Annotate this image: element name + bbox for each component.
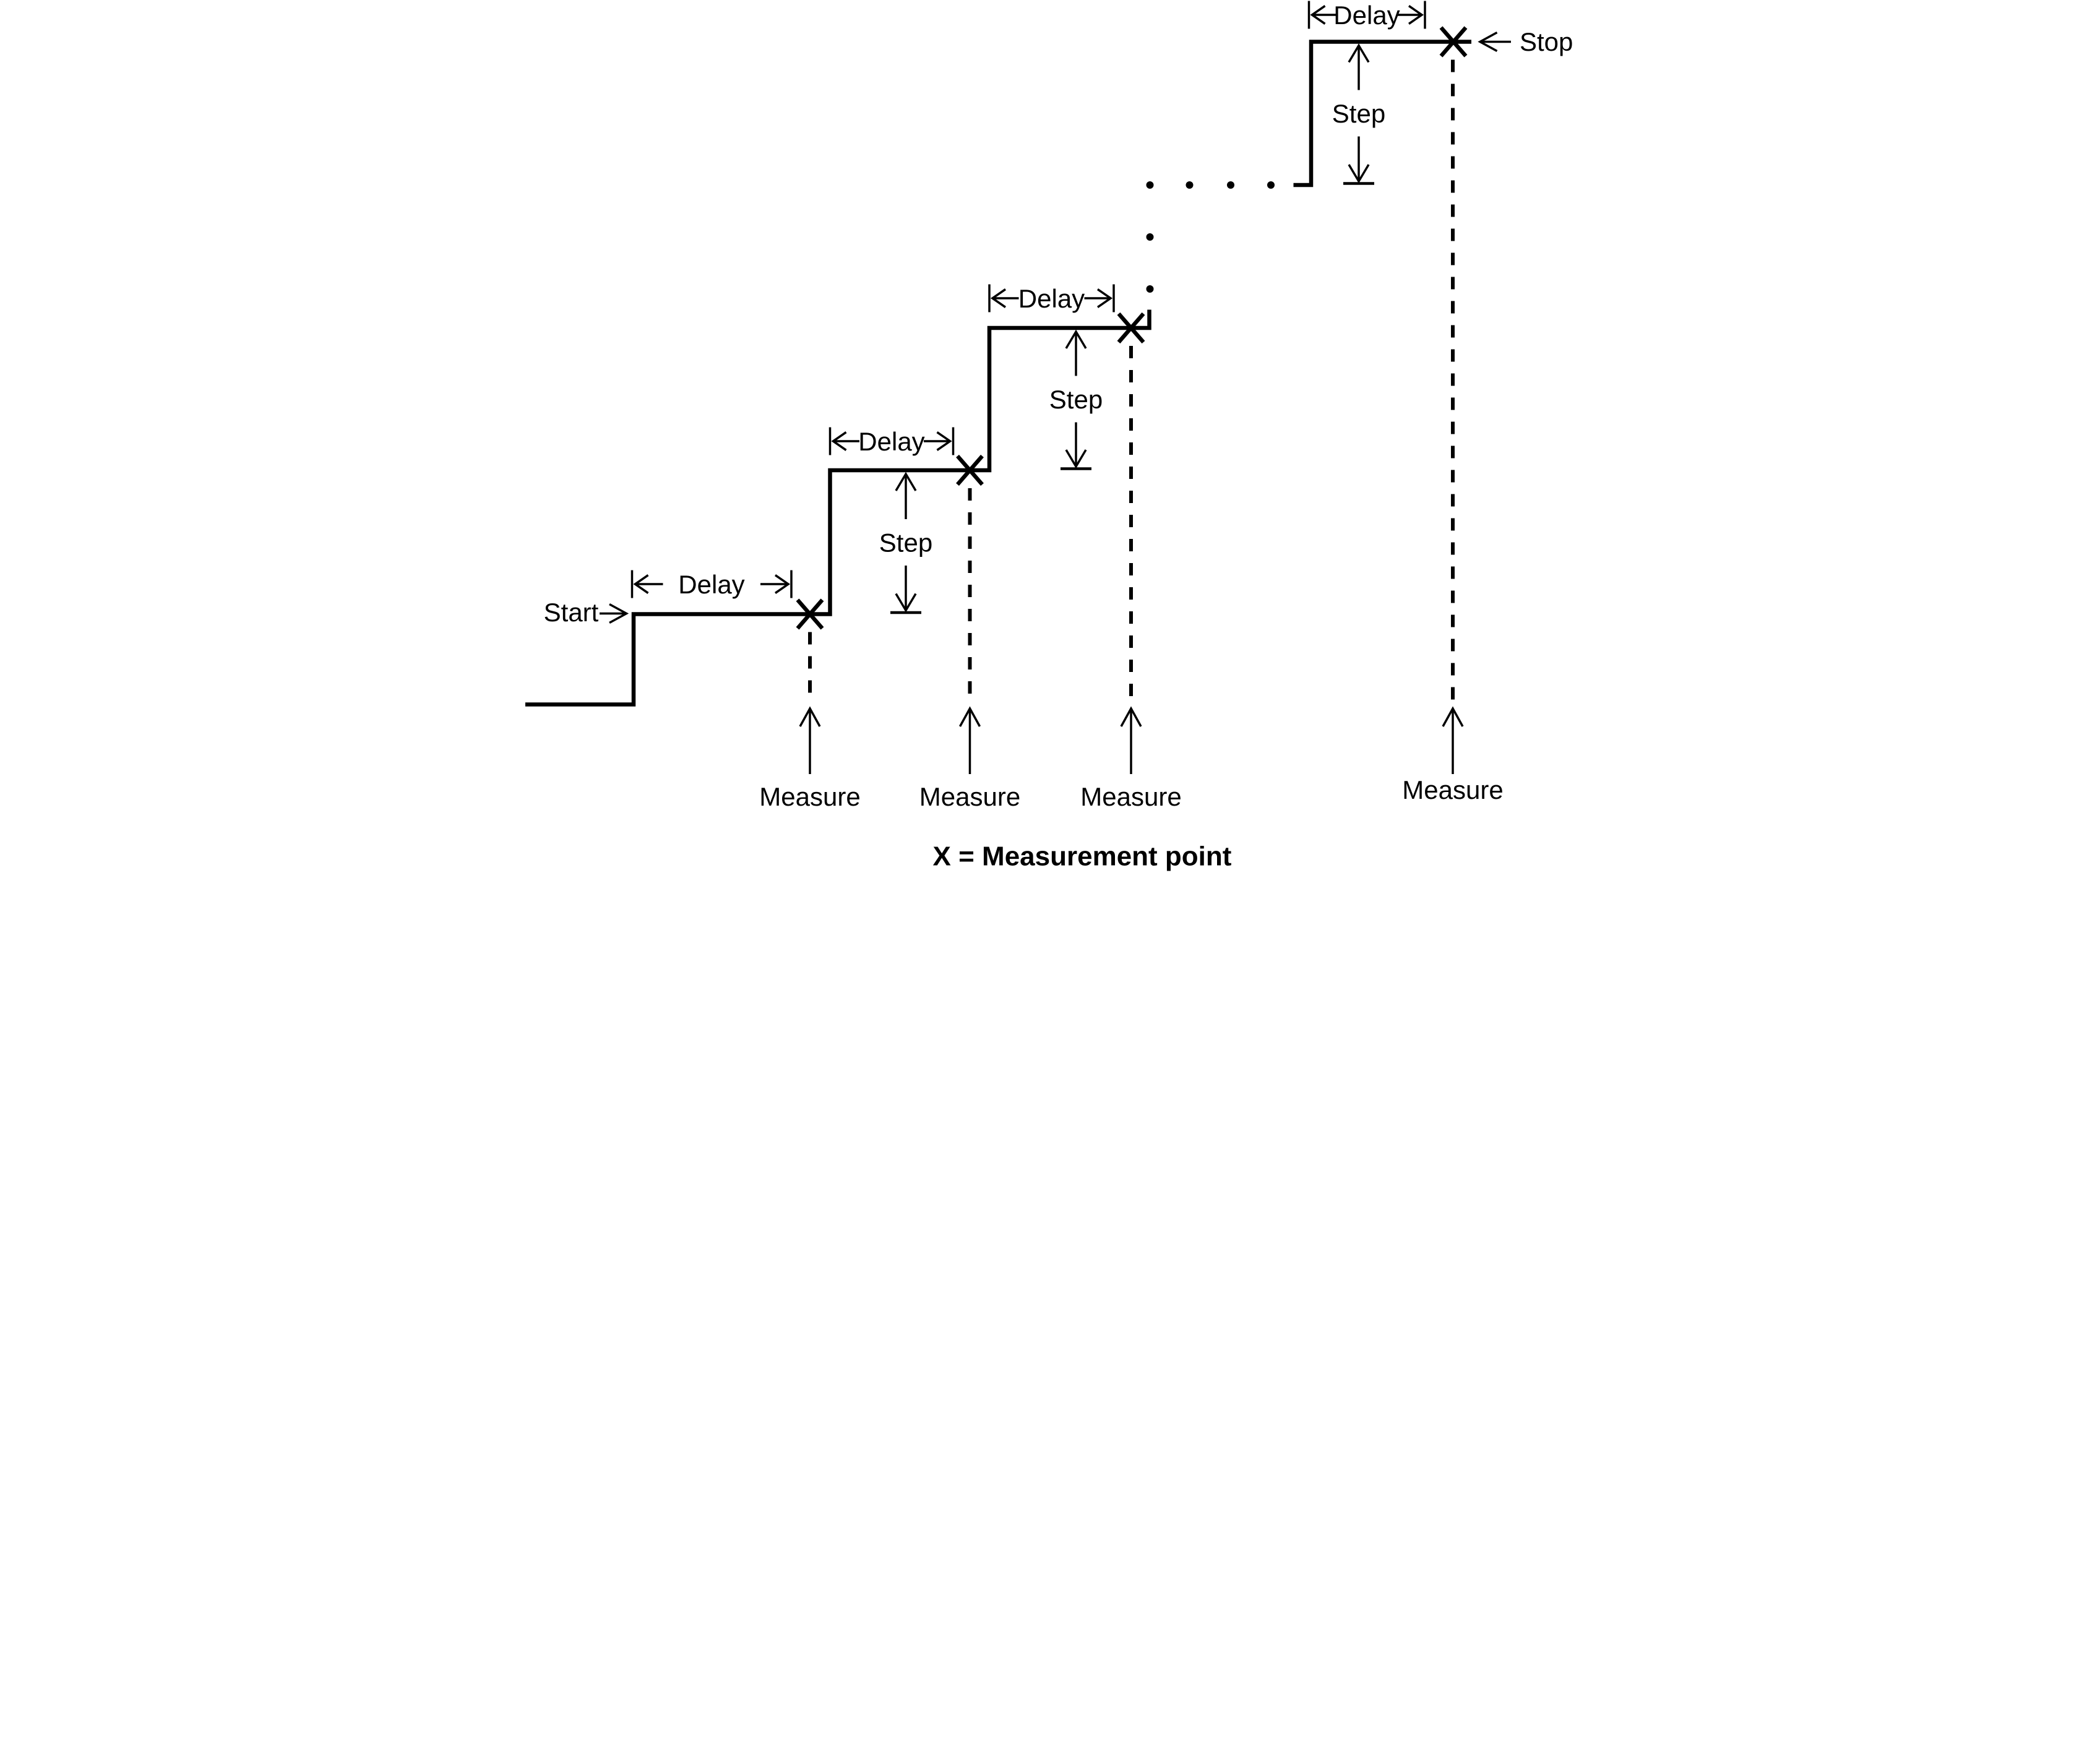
measurement-x-marker: [955, 454, 984, 486]
delay-left-arrow-head: [990, 288, 1006, 308]
measurement-x-marker: [1117, 312, 1145, 344]
step-upper-arrow-head: [894, 471, 917, 491]
delay-left-arrow-head: [1309, 5, 1325, 25]
measurement-x-marker: [796, 598, 824, 630]
step-label: Step: [879, 528, 932, 558]
stop-label: Stop: [1520, 27, 1573, 56]
start-arrow-head: [608, 603, 629, 624]
measure-label: Measure: [919, 782, 1020, 811]
step-label: Step: [1049, 385, 1102, 414]
stop-annotation: Stop: [1477, 27, 1573, 56]
delay-annotation: Delay: [630, 570, 793, 599]
x-marker-stroke: [1117, 312, 1145, 344]
measure-arrow-head: [958, 706, 981, 727]
measure-arrow-head: [798, 706, 821, 727]
delay-left-arrow-head: [632, 574, 648, 594]
delay-annotation: Delay: [988, 284, 1115, 313]
continuation-dot: [1146, 285, 1153, 293]
staircase-sweep-diagram: Measure Measure Measure Measure Delay De…: [525, 1, 1573, 872]
step-lower-arrow-head: [894, 593, 917, 613]
delay-label: Delay: [858, 427, 924, 456]
continuation-dot: [1226, 181, 1234, 189]
step-upper-arrow-head: [1347, 43, 1370, 63]
step-annotation: Step: [879, 471, 932, 614]
measure-label: Measure: [759, 782, 860, 811]
caption: X = Measurement point: [932, 842, 1231, 872]
measure-arrow-head: [1441, 706, 1464, 727]
delay-right-arrow-head: [936, 431, 952, 451]
step-label: Step: [1332, 99, 1385, 128]
waveform-lower-staircase: [525, 309, 1151, 707]
start-annotation: Start: [543, 598, 629, 627]
delay-right-arrow-head: [1096, 288, 1112, 308]
diagram-canvas: Measure Measure Measure Measure Delay De…: [525, 0, 1575, 874]
waveform: [525, 40, 1471, 707]
delay-right-arrow-head: [774, 574, 790, 594]
step-lower-arrow-head: [1347, 164, 1370, 184]
measure-arrow: [1441, 706, 1464, 774]
step-annotation: Step: [1049, 329, 1103, 470]
x-marker-stroke: [1439, 26, 1467, 58]
delay-label: Delay: [1333, 1, 1400, 30]
continuation-dots: [1146, 181, 1275, 293]
continuation-dot: [1267, 181, 1275, 189]
measure-label: Measure: [1080, 782, 1181, 811]
delay-annotation: Delay: [828, 427, 954, 456]
continuation-dot: [1146, 233, 1153, 241]
x-marker-stroke: [955, 454, 984, 486]
start-label: Start: [543, 598, 598, 627]
delay-left-arrow-head: [830, 431, 846, 451]
stop-arrow-head: [1477, 31, 1497, 53]
continuation-dot: [1186, 181, 1193, 189]
measure-arrow-head: [1119, 706, 1142, 727]
step-upper-arrow-head: [1064, 329, 1087, 349]
measure-label: Measure: [1402, 775, 1503, 804]
delay-label: Delay: [678, 570, 744, 599]
continuation-dot: [1146, 181, 1153, 189]
waveform-upper-staircase: [1293, 40, 1471, 187]
delay-annotation: Delay: [1307, 1, 1426, 30]
measurement-x-marker: [1439, 26, 1467, 58]
step-lower-arrow-head: [1064, 449, 1087, 469]
step-annotation: Step: [1332, 43, 1385, 185]
measure-arrow: [958, 706, 981, 774]
x-marker-stroke: [796, 598, 824, 630]
measure-arrow: [798, 706, 821, 774]
delay-label: Delay: [1018, 284, 1084, 313]
measure-arrow: [1119, 706, 1142, 774]
delay-right-arrow-head: [1408, 5, 1424, 25]
